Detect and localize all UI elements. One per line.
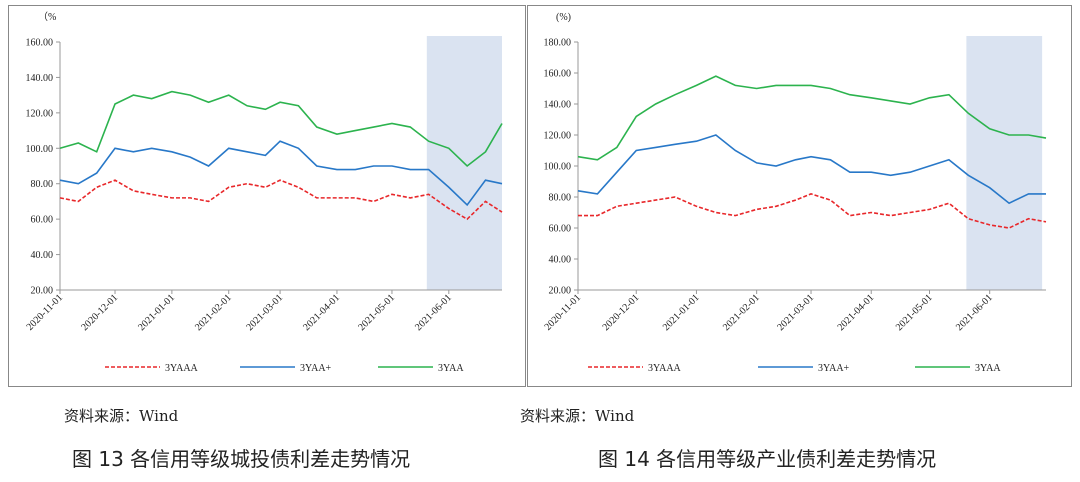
y-tick-label: 120.00 [544,131,572,142]
y-tick-label: 80.00 [31,179,54,190]
x-tick-label: 2021-02-01 [721,292,762,333]
series-line [59,90,503,168]
x-tick-label: 2021-03-01 [244,292,285,333]
x-tick-label: 2021-02-01 [193,292,234,333]
y-unit: （% [38,11,56,23]
y-tick-label: 40.00 [549,255,572,266]
legend-label: 3YAAA [165,363,199,374]
legend-label: 3YAA [975,363,1001,374]
y-unit: (%) [556,12,571,23]
caption: 图 14 各信用等级产业债利差走势情况 [598,447,936,471]
x-tick-label: 2020-11-01 [543,292,584,333]
frame [8,5,526,387]
y-tick-label: 60.00 [31,215,54,226]
y-tick-label: 40.00 [31,250,54,261]
y-tick-label: 160.00 [544,69,572,80]
legend-label: 3YAA+ [818,363,850,374]
source: 资料来源：Wind [520,407,635,425]
x-tick-label: 2021-06-01 [954,292,995,333]
x-tick-label: 2021-05-01 [356,292,397,333]
legend-label: 3YAAA [648,363,682,374]
y-tick-label: 140.00 [544,100,572,111]
series-line [578,193,1047,229]
x-tick-label: 2021-01-01 [661,292,702,333]
x-tick-label: 2020-12-01 [79,292,120,333]
y-tick-label: 160.00 [26,38,54,49]
y-tick-label: 80.00 [549,193,572,204]
x-tick-label: 2021-04-01 [836,292,877,333]
frame [527,5,1072,387]
y-tick-label: 60.00 [549,224,572,235]
x-tick-label: 2021-03-01 [775,292,816,333]
y-tick-label: 100.00 [26,144,54,155]
series-line [59,179,503,221]
x-tick-label: 2021-01-01 [136,292,177,333]
x-tick-label: 2021-04-01 [301,292,342,333]
x-tick-label: 2021-05-01 [894,292,935,333]
series-line [59,140,503,207]
y-tick-label: 20.00 [549,286,572,297]
y-tick-label: 140.00 [26,73,54,84]
y-tick-label: 100.00 [544,162,572,173]
series-line [577,134,1046,205]
y-tick-label: 20.00 [31,286,54,297]
x-tick-label: 2020-12-01 [601,292,642,333]
series-line [577,75,1047,161]
legend-label: 3YAA+ [300,363,332,374]
y-tick-label: 180.00 [544,38,572,49]
highlight-band [966,36,1043,290]
x-tick-label: 2021-06-01 [413,292,454,333]
x-tick-label: 2020-11-01 [25,292,66,333]
source: 资料来源：Wind [64,407,179,425]
y-tick-label: 120.00 [26,108,54,119]
caption: 图 13 各信用等级城投债利差走势情况 [72,447,410,471]
legend-label: 3YAA [438,363,464,374]
